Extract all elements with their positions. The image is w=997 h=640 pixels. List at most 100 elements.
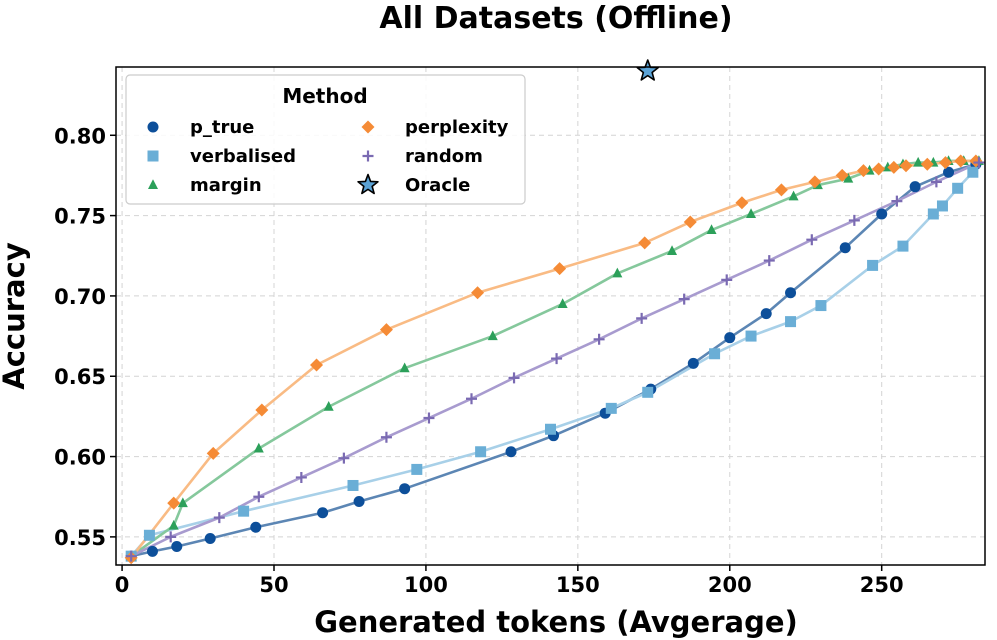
data-point-perplexity xyxy=(255,403,269,417)
axis-ticks: 0 50 100 150 200 250 0.55 0.60 0.65 0.70 0.75 0.80 xyxy=(54,124,903,597)
legend-box xyxy=(125,74,526,205)
data-point-p_true xyxy=(839,242,851,254)
legend-marker-Oracle xyxy=(357,173,379,195)
data-point-random xyxy=(848,214,860,226)
data-point-random xyxy=(508,372,520,384)
data-point-p_true xyxy=(317,507,329,519)
y-tick-label: 0.70 xyxy=(54,285,106,309)
data-point-p_true xyxy=(687,357,699,369)
data-point-p_true xyxy=(399,483,411,495)
data-point-random xyxy=(253,491,265,503)
data-point-verbalised xyxy=(143,529,155,541)
data-point-verbalised xyxy=(411,463,423,475)
y-tick-label: 0.80 xyxy=(54,124,106,148)
data-point-verbalised xyxy=(936,200,948,212)
data-point-p_true xyxy=(876,208,888,220)
data-point-p_true xyxy=(724,332,736,344)
x-tick-label: 150 xyxy=(556,573,600,597)
data-point-random xyxy=(636,312,648,324)
data-point-margin xyxy=(612,267,623,278)
data-point-perplexity xyxy=(310,358,324,372)
grid xyxy=(116,67,985,565)
x-tick-label: 200 xyxy=(708,573,752,597)
data-point-random xyxy=(380,431,392,443)
data-point-perplexity xyxy=(887,160,901,174)
data-point-verbalised xyxy=(867,259,879,271)
data-point-perplexity xyxy=(835,168,849,182)
data-point-margin xyxy=(788,190,799,201)
y-tick-label: 0.60 xyxy=(54,446,106,470)
chart-title: All Datasets (Offline) xyxy=(379,1,732,36)
data-point-perplexity xyxy=(899,159,913,173)
data-point-p_true xyxy=(171,541,183,553)
series-markers xyxy=(124,154,985,565)
data-point-perplexity xyxy=(872,162,886,176)
data-point-perplexity xyxy=(638,236,652,250)
data-point-oracle xyxy=(636,59,659,81)
data-point-perplexity xyxy=(167,496,181,510)
data-point-p_true xyxy=(943,166,955,178)
data-point-margin xyxy=(177,497,188,508)
data-point-p_true xyxy=(204,532,216,544)
data-point-verbalised xyxy=(785,316,797,328)
data-point-random xyxy=(763,255,775,267)
data-point-random xyxy=(806,234,818,246)
legend-label-verbalised: verbalised xyxy=(190,146,296,167)
data-point-random xyxy=(721,274,733,286)
data-point-random xyxy=(338,452,350,464)
data-point-p_true xyxy=(785,287,797,299)
data-point-margin xyxy=(706,224,717,235)
data-point-random xyxy=(165,531,177,543)
data-point-margin xyxy=(399,362,410,373)
data-point-verbalised xyxy=(927,208,939,220)
data-point-perplexity xyxy=(379,323,393,337)
data-point-random xyxy=(213,512,225,524)
data-point-verbalised xyxy=(745,330,757,342)
data-point-verbalised xyxy=(347,479,359,491)
data-point-perplexity xyxy=(471,286,485,300)
data-point-margin xyxy=(746,208,757,218)
data-point-perplexity xyxy=(920,157,934,171)
data-point-perplexity xyxy=(553,262,567,276)
legend: Method p_true verbalised margin perplexity r… xyxy=(125,74,526,205)
legend-label-random: random xyxy=(405,146,483,167)
data-point-margin xyxy=(913,156,924,167)
data-point-perplexity xyxy=(206,446,220,460)
data-point-margin xyxy=(843,172,854,183)
data-point-verbalised xyxy=(709,348,721,360)
data-point-margin xyxy=(557,298,568,308)
data-point-random xyxy=(973,157,985,169)
data-point-random xyxy=(466,393,477,405)
data-point-p_true xyxy=(250,521,262,533)
data-point-margin xyxy=(323,401,334,411)
legend-marker-perplexity xyxy=(361,120,375,134)
data-point-random xyxy=(678,293,690,305)
x-axis-label: Generated tokens (Avgerage) xyxy=(314,605,798,639)
data-point-p_true xyxy=(760,308,772,320)
legend-label-p_true: p_true xyxy=(190,117,254,138)
data-point-perplexity xyxy=(939,156,952,170)
data-point-margin xyxy=(487,330,498,341)
y-tick-label: 0.65 xyxy=(54,365,106,389)
data-point-perplexity xyxy=(683,215,697,229)
data-point-verbalised xyxy=(815,300,827,312)
data-point-verbalised xyxy=(605,402,617,414)
data-point-p_true xyxy=(146,545,158,557)
y-tick-label: 0.75 xyxy=(54,205,106,229)
data-point-random xyxy=(551,353,563,365)
data-point-margin xyxy=(667,245,678,255)
legend-label-Oracle: Oracle xyxy=(405,175,470,196)
data-point-random xyxy=(930,176,942,188)
data-point-p_true xyxy=(909,181,921,193)
data-point-random xyxy=(891,195,903,207)
data-point-margin xyxy=(253,442,264,453)
data-point-verbalised xyxy=(952,182,964,194)
data-point-margin xyxy=(168,519,179,530)
data-point-perplexity xyxy=(735,196,749,210)
data-point-verbalised xyxy=(967,166,979,178)
y-tick-label: 0.55 xyxy=(54,526,106,550)
legend-label-margin: margin xyxy=(190,175,262,196)
data-point-verbalised xyxy=(545,423,556,435)
legend-marker-verbalised xyxy=(147,150,159,162)
